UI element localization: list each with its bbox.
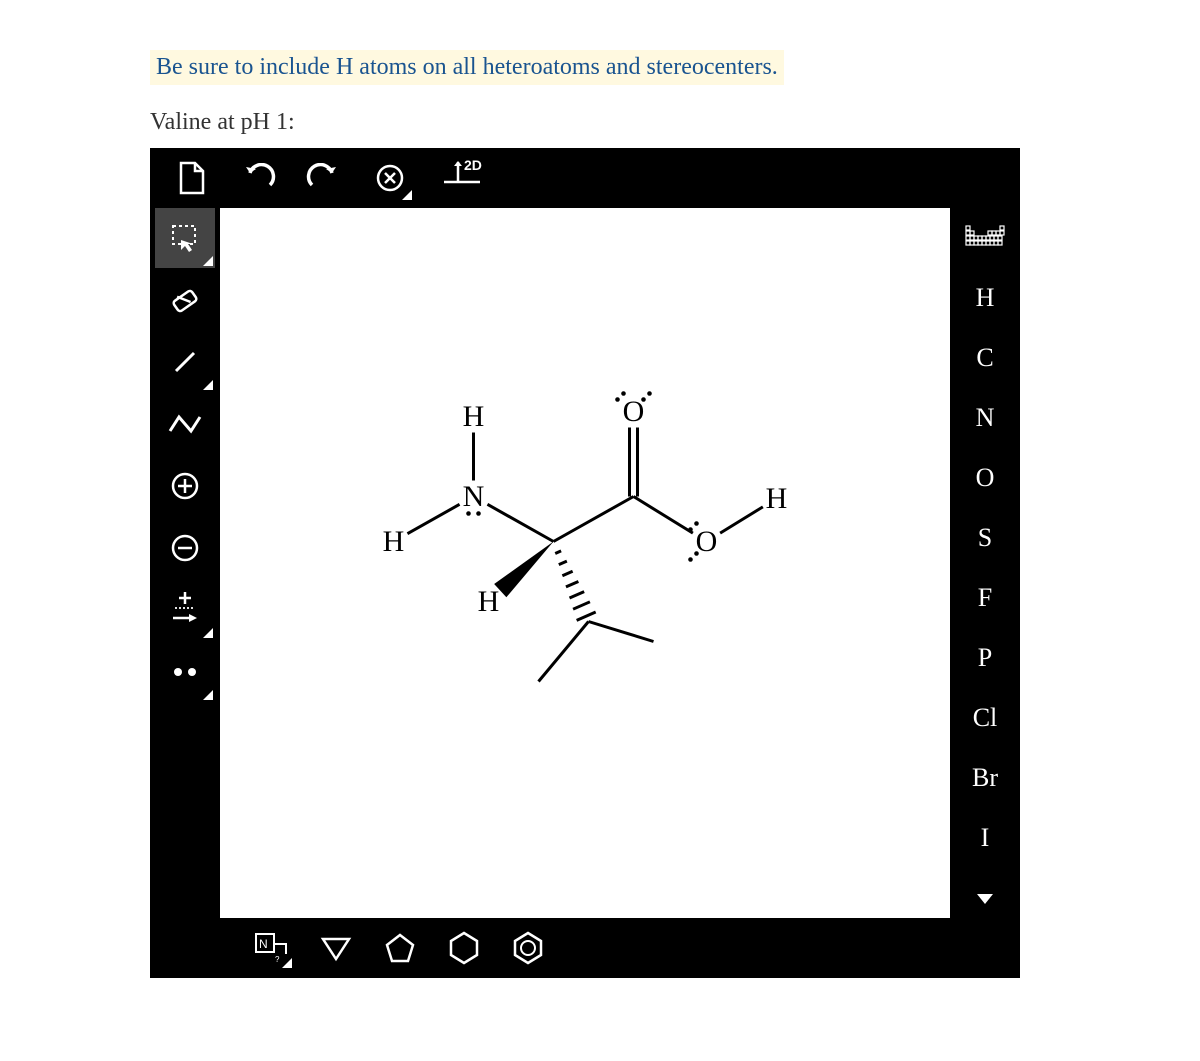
svg-text:H: H bbox=[463, 400, 485, 433]
element-i-button[interactable]: I bbox=[955, 808, 1015, 868]
toolbar-top: 2D bbox=[150, 148, 1020, 208]
element-f-button[interactable]: F bbox=[955, 568, 1015, 628]
svg-text:O: O bbox=[623, 395, 645, 428]
circle-minus-icon bbox=[169, 532, 201, 564]
redo-button[interactable] bbox=[300, 154, 348, 202]
document-icon bbox=[177, 161, 207, 195]
delete-atom-button[interactable] bbox=[366, 154, 414, 202]
instruction-banner: Be sure to include H atoms on all hetero… bbox=[150, 50, 784, 85]
element-c-button[interactable]: C bbox=[955, 328, 1015, 388]
eraser-button[interactable] bbox=[155, 270, 215, 330]
radical-button[interactable] bbox=[155, 580, 215, 640]
single-bond-icon bbox=[168, 345, 202, 379]
multi-bond-icon bbox=[166, 409, 204, 439]
periodic-table-icon bbox=[965, 225, 1005, 251]
svg-text:?: ? bbox=[275, 955, 280, 964]
svg-text:O: O bbox=[696, 525, 718, 558]
toolbar-left bbox=[150, 208, 220, 918]
new-document-button[interactable] bbox=[168, 154, 216, 202]
eraser-icon bbox=[168, 283, 202, 317]
template-group-button[interactable]: N ? bbox=[250, 926, 294, 970]
benzene-icon bbox=[511, 930, 545, 966]
element-s-button[interactable]: S bbox=[955, 508, 1015, 568]
plus-arrow-icon bbox=[167, 590, 203, 630]
periodic-table-button[interactable] bbox=[955, 208, 1015, 268]
view-2d-button[interactable]: 2D bbox=[432, 154, 490, 202]
element-o-button[interactable]: O bbox=[955, 448, 1015, 508]
circle-x-icon bbox=[375, 163, 405, 193]
charge-minus-button[interactable] bbox=[155, 518, 215, 578]
template-benzene-button[interactable] bbox=[506, 926, 550, 970]
svg-text:N: N bbox=[463, 480, 485, 513]
two-dots-icon bbox=[170, 664, 200, 680]
element-more-dropdown[interactable] bbox=[977, 894, 993, 904]
drawing-canvas[interactable]: N H H H O O H bbox=[220, 208, 950, 918]
element-n-button[interactable]: N bbox=[955, 388, 1015, 448]
template-cyclohexane-button[interactable] bbox=[442, 926, 486, 970]
molecule-drawing: N H H H O O H bbox=[364, 382, 807, 712]
element-cl-button[interactable]: Cl bbox=[955, 688, 1015, 748]
element-p-button[interactable]: P bbox=[955, 628, 1015, 688]
toolbar-right: H C N O S F P Cl Br I bbox=[950, 208, 1020, 918]
redo-icon bbox=[306, 163, 342, 193]
lasso-icon bbox=[167, 220, 203, 256]
lasso-select-button[interactable] bbox=[155, 208, 215, 268]
element-h-button[interactable]: H bbox=[955, 268, 1015, 328]
undo-button[interactable] bbox=[234, 154, 282, 202]
svg-text:H: H bbox=[478, 585, 500, 618]
svg-text:N: N bbox=[259, 937, 268, 951]
circle-plus-icon bbox=[169, 470, 201, 502]
single-bond-button[interactable] bbox=[155, 332, 215, 392]
svg-text:H: H bbox=[383, 525, 405, 558]
structure-editor: 2D bbox=[150, 148, 1020, 978]
element-br-button[interactable]: Br bbox=[955, 748, 1015, 808]
svg-text:2D: 2D bbox=[464, 158, 482, 173]
multi-bond-button[interactable] bbox=[155, 394, 215, 454]
toolbar-bottom: N ? bbox=[150, 918, 1020, 978]
svg-text:H: H bbox=[766, 482, 788, 515]
charge-plus-button[interactable] bbox=[155, 456, 215, 516]
template-cyclopentane-button[interactable] bbox=[378, 926, 422, 970]
undo-icon bbox=[240, 163, 276, 193]
lone-pair-button[interactable] bbox=[155, 642, 215, 702]
template-cyclopropane-button[interactable] bbox=[314, 926, 358, 970]
pentagon-icon bbox=[383, 931, 417, 965]
hexagon-icon bbox=[447, 930, 481, 966]
triangle-down-icon bbox=[319, 933, 353, 963]
prompt-subtitle: Valine at pH 1: bbox=[150, 109, 1140, 136]
2d-arrow-icon: 2D bbox=[434, 158, 488, 198]
